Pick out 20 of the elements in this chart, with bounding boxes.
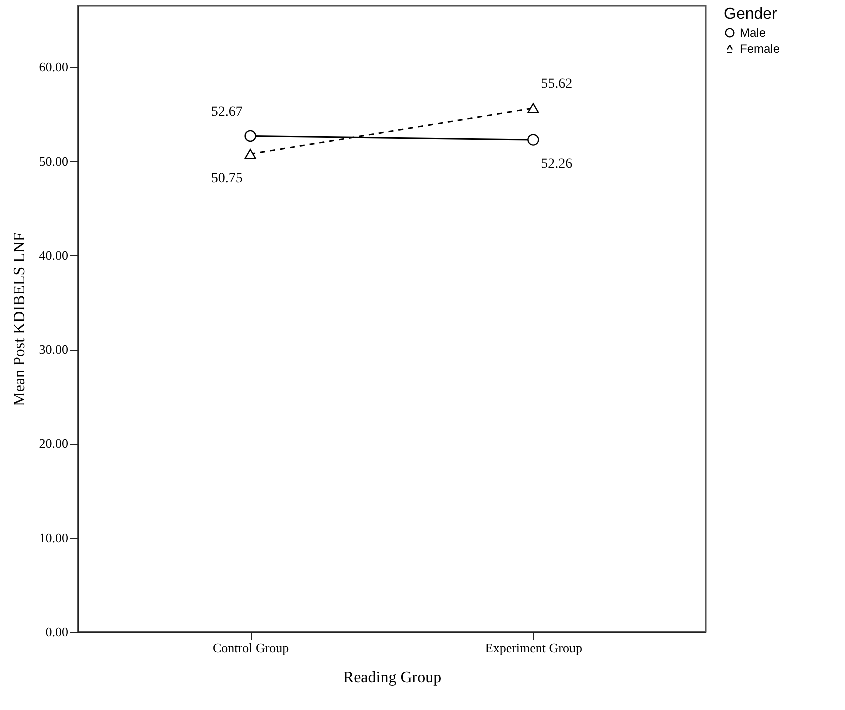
y-tick-label: 50.00	[39, 154, 68, 169]
point	[244, 130, 256, 142]
x-tick-label: Control Group	[212, 640, 290, 656]
legend-title: Gender	[724, 6, 778, 23]
y-tick-label: 20.00	[39, 436, 68, 452]
data-label: 50.75	[211, 171, 243, 186]
y-axis-title: Mean Post KDIBELS LNF	[11, 232, 28, 406]
y-tick-label: 40.00	[39, 248, 68, 263]
point	[528, 134, 540, 146]
legend-label: Female	[740, 42, 780, 56]
y-tick-label: 0.00	[46, 624, 68, 640]
legend-label: Male	[740, 26, 766, 40]
data-label: 52.26	[541, 157, 573, 172]
data-label: 55.62	[541, 77, 573, 92]
data-label: 52.67	[211, 104, 243, 120]
y-tick-label: 30.00	[39, 342, 68, 358]
y-tick-label: 10.00	[39, 530, 68, 546]
y-tick-label: 60.00	[39, 60, 68, 75]
x-axis-title: Reading Group	[343, 670, 442, 686]
x-tick-label: Experiment Group	[485, 640, 583, 656]
